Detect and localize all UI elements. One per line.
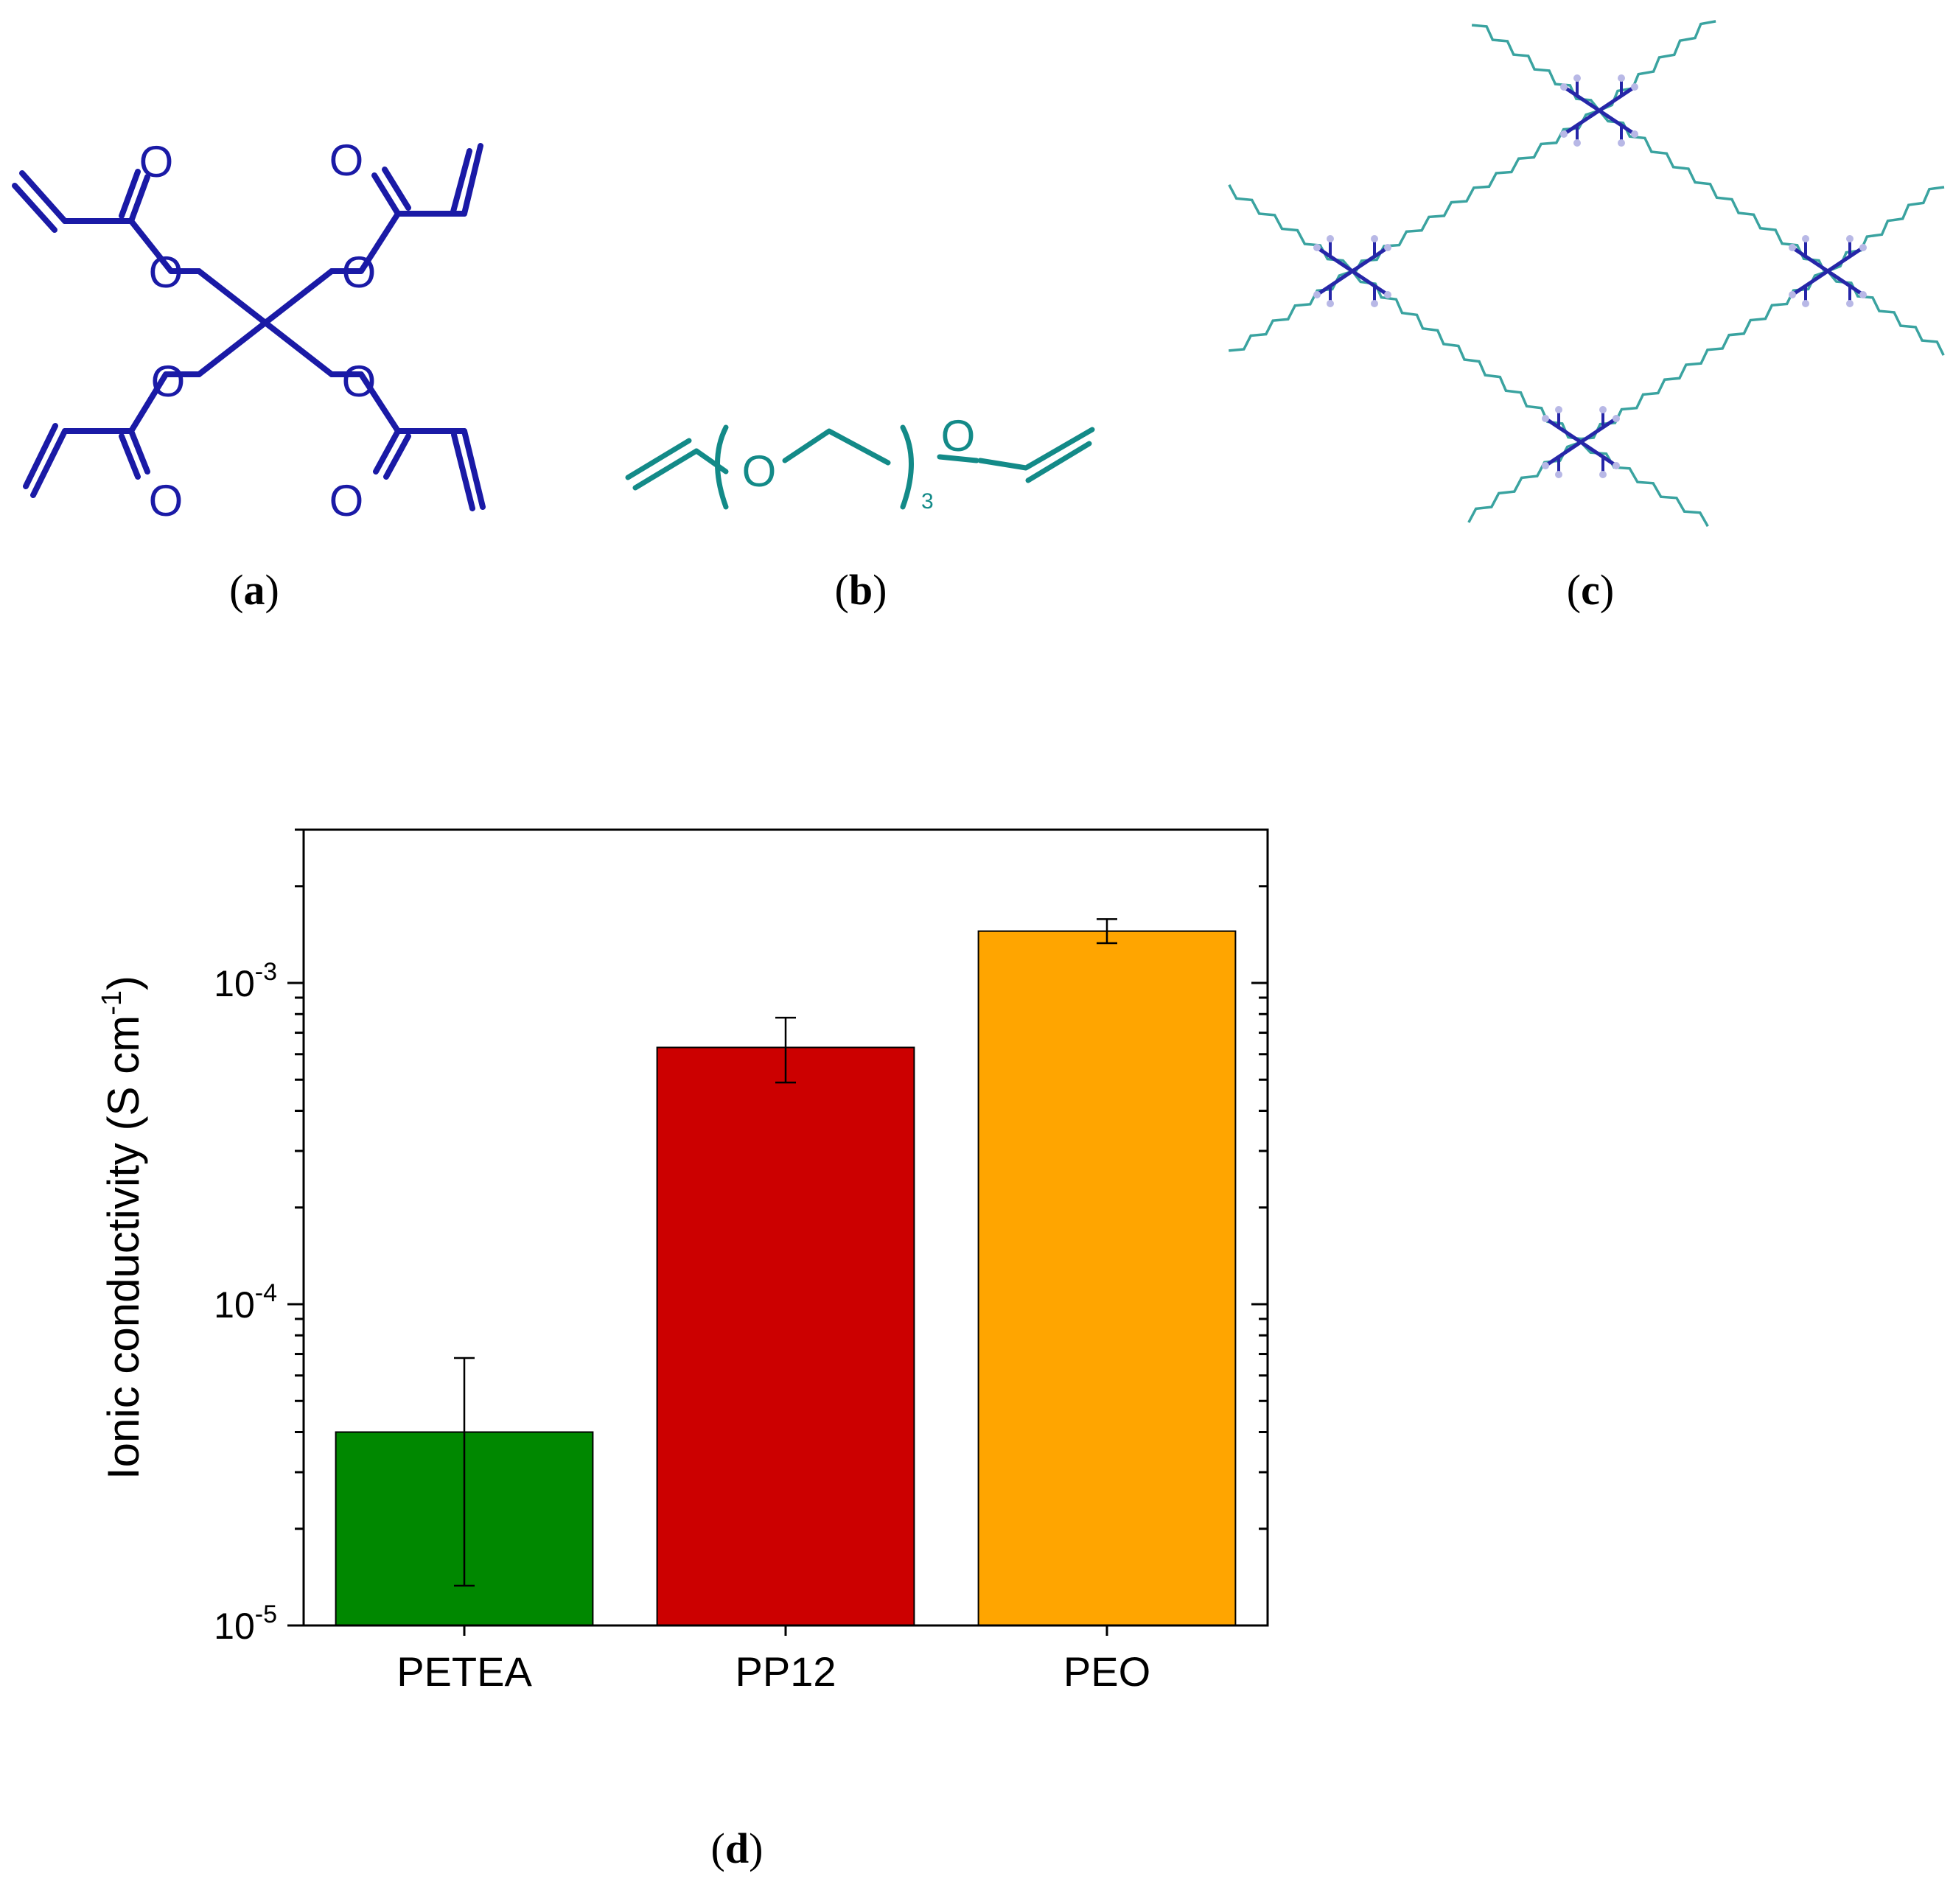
atom-o: O: [149, 476, 184, 525]
polymer-network-illustration: [1228, 20, 1945, 528]
error-bar-peo: [1097, 918, 1117, 945]
x-tick-label: PEO: [1063, 1648, 1150, 1695]
y-tick-labels: 10-5 10-4 10-3: [214, 958, 277, 1647]
conductivity-bar-chart: 10-5 10-4 10-3 PETEA PP12 PEO Ionic conducti…: [97, 828, 1269, 1695]
crosslink-node: [1560, 74, 1638, 147]
crosslink-node: [1542, 406, 1620, 478]
bars-group: [335, 930, 1237, 1627]
atom-o: O: [151, 357, 186, 406]
molecule-b-structure: [625, 424, 1095, 510]
y-tick-label: 10-3: [214, 958, 277, 1004]
network-chain: [1471, 24, 1601, 112]
network-chain: [1598, 109, 1827, 275]
crosslink-node: [1313, 235, 1391, 307]
panel-letter-c: c: [1581, 566, 1600, 614]
network-chain: [1228, 183, 1354, 273]
network-chain: [1229, 270, 1353, 352]
bar-peo: [977, 930, 1237, 1627]
error-bar-pp12: [775, 1016, 796, 1084]
error-bars-group: [454, 918, 1117, 1587]
atom-o: O: [742, 447, 777, 496]
atom-o: O: [941, 411, 976, 461]
molecule-b-atoms: O O 3: [742, 411, 976, 514]
atom-o: O: [342, 357, 377, 406]
panel-letter-a: a: [244, 566, 265, 614]
y-axis-title-close: ): [99, 976, 148, 990]
molecule-a-atoms: O O O O O O O O: [139, 136, 377, 525]
atom-o: O: [342, 248, 377, 297]
repeat-subscript: 3: [921, 489, 934, 514]
x-tick-label: PETEA: [396, 1648, 532, 1695]
atom-o: O: [329, 136, 364, 185]
network-chain: [1827, 186, 1945, 273]
bar-pp12: [656, 1046, 915, 1627]
network-chain: [1599, 20, 1716, 112]
atom-o: O: [329, 476, 364, 525]
y-axis-title-text: Ionic conductivity (S cm: [99, 1015, 148, 1480]
panel-letter-b: b: [849, 566, 873, 614]
atom-o: O: [149, 248, 184, 297]
network-chain: [1579, 441, 1709, 528]
molecule-a-structure: [12, 143, 486, 511]
panel-letter-d: d: [725, 1824, 749, 1872]
y-tick-label: 10-4: [214, 1279, 277, 1326]
panel-label-c: (c): [1567, 566, 1614, 614]
error-bar-petea: [454, 1357, 475, 1587]
y-axis-title-sup: -1: [97, 990, 127, 1015]
x-tick-label: PP12: [736, 1648, 836, 1695]
y-axis-title: Ionic conductivity (S cm-1): [97, 976, 148, 1480]
network-chain: [1353, 109, 1600, 276]
arm-upper: [196, 268, 335, 326]
panel-label-a: (a): [229, 566, 279, 614]
network-chain: [1351, 270, 1584, 441]
panel-label-b: (b): [835, 566, 887, 614]
crosslink-node: [1789, 235, 1867, 307]
atom-o: O: [139, 137, 174, 186]
network-chain: [1579, 270, 1828, 441]
arm-lower: [196, 320, 335, 377]
y-axis-ticks: [287, 828, 1268, 1627]
y-tick-label: 10-5: [214, 1600, 277, 1647]
x-axis-ticks: [463, 1625, 1108, 1636]
x-category-labels: PETEA PP12 PEO: [396, 1648, 1150, 1695]
network-chain: [1826, 270, 1945, 356]
panel-label-d: (d): [711, 1824, 764, 1872]
